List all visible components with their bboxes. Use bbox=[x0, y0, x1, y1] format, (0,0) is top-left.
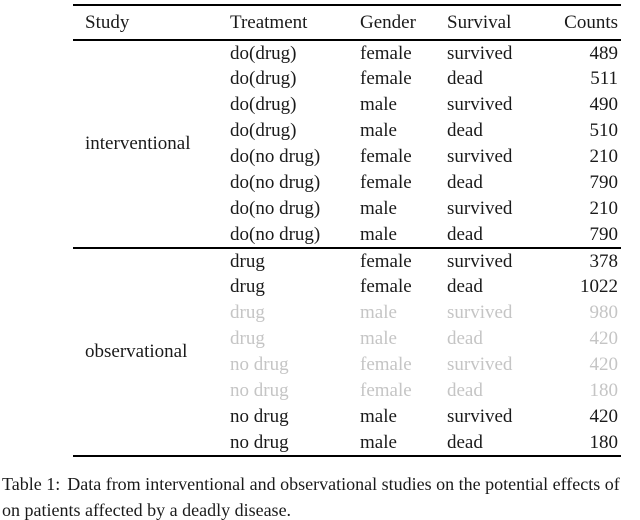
table-row: no drug female survived 420 bbox=[73, 352, 621, 378]
column-header-counts: Counts bbox=[545, 5, 621, 41]
cell-treatment: drug bbox=[230, 247, 360, 274]
study-group-label: interventional bbox=[85, 133, 191, 154]
cell-counts: 490 bbox=[589, 94, 619, 115]
cell-treatment: no drug bbox=[230, 354, 289, 375]
cell-counts: 420 bbox=[589, 354, 619, 375]
cell-counts: 980 bbox=[589, 302, 619, 323]
cell-survival: survived bbox=[447, 247, 545, 274]
cell-counts: 489 bbox=[589, 42, 619, 64]
cell-treatment: do(drug) bbox=[230, 68, 297, 89]
cell-gender: female bbox=[360, 42, 412, 64]
table-row: no drug female dead 180 bbox=[73, 378, 621, 404]
cell-treatment: no drug bbox=[230, 380, 289, 401]
table-row: drug male dead 420 bbox=[73, 326, 621, 352]
cell-counts: 790 bbox=[589, 223, 619, 245]
data-table: Study Treatment Gender Survival Counts i… bbox=[73, 4, 621, 457]
cell-survival: survived bbox=[447, 198, 513, 219]
table-row: drug female dead 1022 bbox=[73, 274, 621, 300]
cell-counts: 180 bbox=[589, 380, 619, 401]
cell-gender: male bbox=[360, 223, 397, 245]
cell-gender: female bbox=[360, 276, 412, 297]
table-row: do(no drug) female survived 210 bbox=[73, 144, 621, 170]
cell-survival: dead bbox=[447, 120, 483, 141]
cell-survival: dead bbox=[447, 380, 483, 401]
table-row: no drug male survived 420 bbox=[73, 404, 621, 430]
table-row: observational drug female survived 378 bbox=[73, 247, 621, 456]
table-container: Study Treatment Gender Survival Counts i… bbox=[73, 4, 621, 457]
cell-survival: survived bbox=[447, 354, 513, 375]
table-row: drug male survived 980 bbox=[73, 300, 621, 326]
cell-treatment: do(no drug) bbox=[230, 223, 321, 245]
cell-gender: male bbox=[360, 302, 397, 323]
cell-treatment: no drug bbox=[230, 406, 289, 427]
column-header-treatment: Treatment bbox=[230, 5, 360, 41]
table-row: interventional do(drug) female survived 489 bbox=[73, 40, 621, 155]
cell-treatment: drug bbox=[230, 302, 265, 323]
cell-gender: female bbox=[360, 146, 412, 167]
cell-survival: survived bbox=[447, 406, 513, 427]
cell-counts: 210 bbox=[589, 198, 619, 219]
cell-gender: female bbox=[360, 172, 412, 193]
cell-counts: 180 bbox=[589, 431, 619, 453]
cell-counts: 210 bbox=[589, 146, 619, 167]
cell-gender: female bbox=[360, 247, 447, 274]
group-interventional: interventional do(drug) female survived 489 d… bbox=[73, 40, 621, 248]
cell-gender: female bbox=[360, 68, 412, 89]
cell-treatment: do(no drug) bbox=[230, 198, 321, 219]
column-header-gender: Gender bbox=[360, 5, 447, 41]
table-row: no drug male dead 180 bbox=[73, 430, 621, 456]
cell-gender: male bbox=[360, 406, 397, 427]
header-row: Study Treatment Gender Survival Counts bbox=[73, 5, 621, 41]
caption-line-2: on patients affected by a deadly disease… bbox=[2, 500, 292, 520]
cell-survival: dead bbox=[447, 68, 483, 89]
cell-treatment: no drug bbox=[230, 431, 289, 453]
table-row: do(no drug) male survived 210 bbox=[73, 196, 621, 222]
column-header-survival: Survival bbox=[447, 5, 545, 41]
cell-survival: survived bbox=[447, 146, 513, 167]
study-group-label: observational bbox=[73, 247, 230, 456]
cell-gender: female bbox=[360, 354, 412, 375]
cell-counts: 420 bbox=[589, 406, 619, 427]
cell-counts: 790 bbox=[589, 172, 619, 193]
cell-counts: 510 bbox=[589, 120, 619, 141]
cell-survival: dead bbox=[447, 328, 483, 349]
cell-survival: dead bbox=[447, 223, 483, 245]
cell-counts: 1022 bbox=[580, 276, 618, 297]
group-observational: observational drug female survived 378 drug fe… bbox=[73, 247, 621, 456]
cell-counts: 511 bbox=[590, 68, 618, 89]
table-row: do(no drug) female dead 790 bbox=[73, 170, 621, 196]
table-row: do(drug) male dead 510 bbox=[73, 118, 621, 144]
table-row: do(drug) male survived 490 bbox=[73, 92, 621, 118]
cell-survival: survived bbox=[447, 94, 513, 115]
cell-survival: dead bbox=[447, 172, 483, 193]
cell-survival: survived bbox=[447, 42, 513, 64]
cell-gender: male bbox=[360, 120, 397, 141]
cell-treatment: do(no drug) bbox=[230, 172, 321, 193]
cell-counts: 378 bbox=[545, 247, 621, 274]
cell-treatment: drug bbox=[230, 276, 265, 297]
cell-treatment: do(no drug) bbox=[230, 146, 321, 167]
cell-gender: female bbox=[360, 380, 412, 401]
table-row: do(no drug) male dead 790 bbox=[73, 222, 621, 248]
caption-text-1: Data from interventional and observation… bbox=[67, 474, 620, 494]
column-header-study: Study bbox=[73, 5, 230, 41]
caption-line-1: Table 1: Data from interventional and obs… bbox=[2, 471, 640, 497]
cell-survival: dead bbox=[447, 276, 483, 297]
cell-counts: 420 bbox=[589, 328, 619, 349]
table-caption: Table 1: Data from interventional and obs… bbox=[2, 471, 640, 520]
caption-label: Table 1: bbox=[2, 474, 61, 494]
cell-survival: survived bbox=[447, 302, 513, 323]
table-header: Study Treatment Gender Survival Counts bbox=[73, 5, 621, 41]
cell-treatment: do(drug) bbox=[230, 94, 297, 115]
cell-treatment: drug bbox=[230, 328, 265, 349]
cell-treatment: do(drug) bbox=[230, 120, 297, 141]
cell-gender: male bbox=[360, 328, 397, 349]
cell-gender: male bbox=[360, 431, 397, 453]
cell-survival: dead bbox=[447, 431, 483, 453]
cell-treatment: do(drug) bbox=[230, 42, 297, 64]
table-row: do(drug) female dead 511 bbox=[73, 66, 621, 92]
cell-gender: male bbox=[360, 198, 397, 219]
cell-gender: male bbox=[360, 94, 397, 115]
